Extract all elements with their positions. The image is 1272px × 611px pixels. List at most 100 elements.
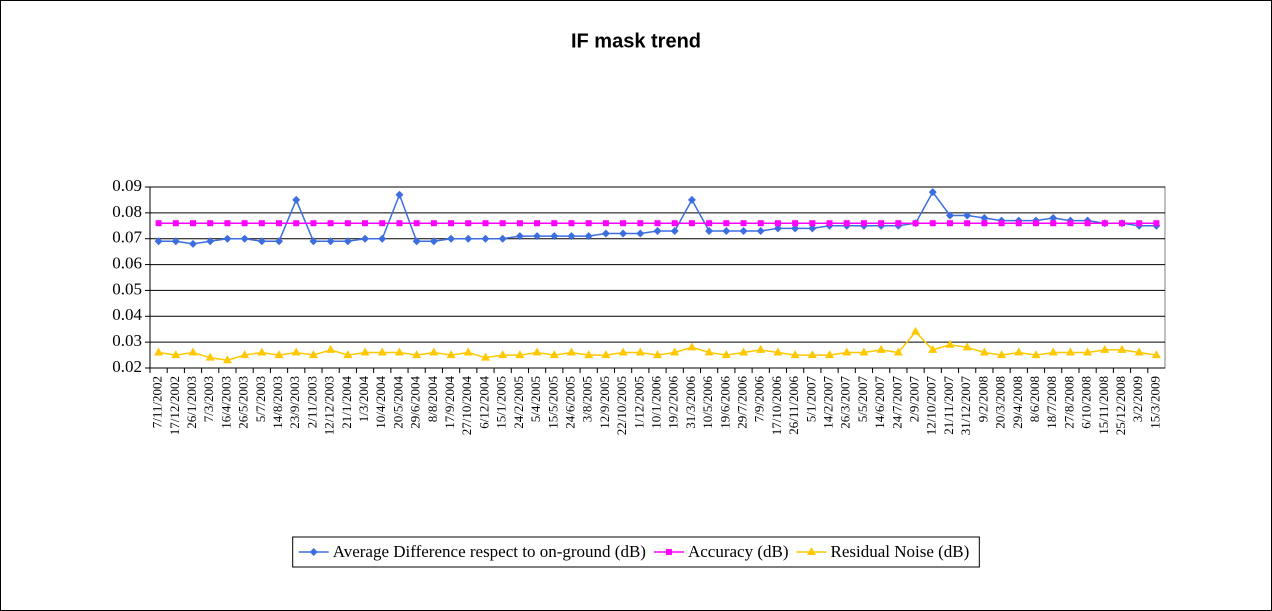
- x-tick-label: 29/6/2004: [408, 376, 423, 429]
- marker: [1136, 220, 1143, 227]
- marker: [1065, 347, 1075, 356]
- marker: [188, 347, 198, 356]
- marker: [721, 350, 731, 359]
- marker: [584, 232, 593, 241]
- marker: [465, 220, 472, 227]
- x-tick-label: 9/2/2008: [975, 376, 990, 422]
- marker: [1050, 220, 1057, 227]
- marker: [670, 347, 680, 356]
- marker: [1032, 220, 1039, 227]
- marker: [585, 220, 592, 227]
- x-tick-label: 12/9/2005: [597, 376, 612, 429]
- marker: [653, 350, 662, 359]
- marker: [171, 237, 180, 246]
- x-tick-label: 23/9/2003: [287, 376, 302, 429]
- x-tick-label: 12/10/2007: [924, 376, 939, 436]
- x-tick-label: 16/4/2003: [218, 376, 233, 429]
- marker: [706, 220, 713, 227]
- marker: [620, 220, 627, 227]
- x-tick-label: 7/11/2002: [150, 376, 165, 428]
- marker: [687, 342, 697, 351]
- marker: [980, 214, 989, 223]
- marker: [412, 237, 421, 246]
- marker: [154, 347, 164, 356]
- marker: [362, 220, 369, 227]
- marker: [791, 224, 800, 233]
- x-tick-label: 19/2/2006: [666, 376, 681, 429]
- x-tick-label: 7/3/2003: [201, 376, 216, 422]
- marker: [327, 220, 334, 227]
- marker: [446, 350, 456, 359]
- y-tick-label: 0.02: [112, 357, 142, 376]
- marker: [291, 347, 301, 356]
- marker: [498, 350, 508, 359]
- marker: [601, 229, 610, 238]
- marker: [688, 220, 695, 227]
- marker: [567, 232, 576, 241]
- marker: [223, 234, 232, 243]
- marker: [241, 220, 248, 227]
- y-tick-label: 0.06: [112, 253, 142, 272]
- x-tick-label: 12/12/2003: [322, 376, 337, 435]
- marker: [825, 350, 835, 359]
- marker: [723, 220, 730, 227]
- marker: [962, 342, 972, 351]
- marker: [240, 234, 249, 243]
- marker: [1083, 347, 1093, 356]
- marker: [155, 220, 162, 227]
- marker: [963, 211, 972, 220]
- marker: [601, 350, 611, 359]
- marker: [1084, 220, 1091, 227]
- y-tick-label: 0.05: [112, 279, 142, 298]
- x-tick-label: 26/11/2006: [786, 376, 801, 435]
- marker: [224, 220, 231, 227]
- marker: [1015, 220, 1022, 227]
- marker: [568, 220, 575, 227]
- marker: [843, 220, 850, 227]
- x-tick-label: 29/7/2006: [735, 376, 750, 429]
- marker: [687, 195, 696, 204]
- marker: [1100, 344, 1110, 353]
- marker: [739, 347, 749, 356]
- x-tick-label: 6/10/2008: [1079, 376, 1094, 429]
- x-tick-label: 15/3/2009: [1147, 376, 1162, 429]
- y-tick-label: 0.09: [112, 176, 142, 195]
- marker: [171, 350, 181, 359]
- marker: [945, 339, 955, 348]
- marker: [860, 220, 867, 227]
- marker: [893, 347, 903, 356]
- marker: [206, 237, 215, 246]
- marker: [946, 220, 953, 227]
- marker: [928, 344, 938, 353]
- x-tick-label: 27/8/2008: [1061, 376, 1076, 429]
- marker: [929, 220, 936, 227]
- marker: [1049, 214, 1058, 223]
- marker: [430, 220, 437, 227]
- marker: [293, 220, 300, 227]
- x-tick-label: 14/8/2003: [270, 376, 285, 429]
- marker: [310, 220, 317, 227]
- marker: [671, 220, 678, 227]
- x-tick-label: 8/6/2008: [1027, 376, 1042, 422]
- marker: [1118, 220, 1125, 227]
- x-tick-label: 15/5/2005: [545, 376, 560, 429]
- marker: [911, 326, 921, 335]
- marker: [207, 220, 214, 227]
- marker: [1117, 344, 1127, 353]
- marker: [258, 220, 265, 227]
- marker: [998, 220, 1005, 227]
- marker: [997, 350, 1007, 359]
- marker: [773, 224, 782, 233]
- marker: [584, 350, 594, 359]
- y-tick-label: 0.08: [112, 202, 142, 221]
- marker: [912, 220, 919, 227]
- marker: [429, 347, 439, 356]
- marker: [343, 350, 353, 359]
- plot-area: [149, 186, 1166, 369]
- marker: [878, 220, 885, 227]
- marker: [859, 347, 869, 356]
- marker: [653, 226, 662, 235]
- y-tick-label: 0.07: [112, 228, 142, 247]
- legend-label: Accuracy (dB): [688, 542, 789, 561]
- marker: [964, 220, 971, 227]
